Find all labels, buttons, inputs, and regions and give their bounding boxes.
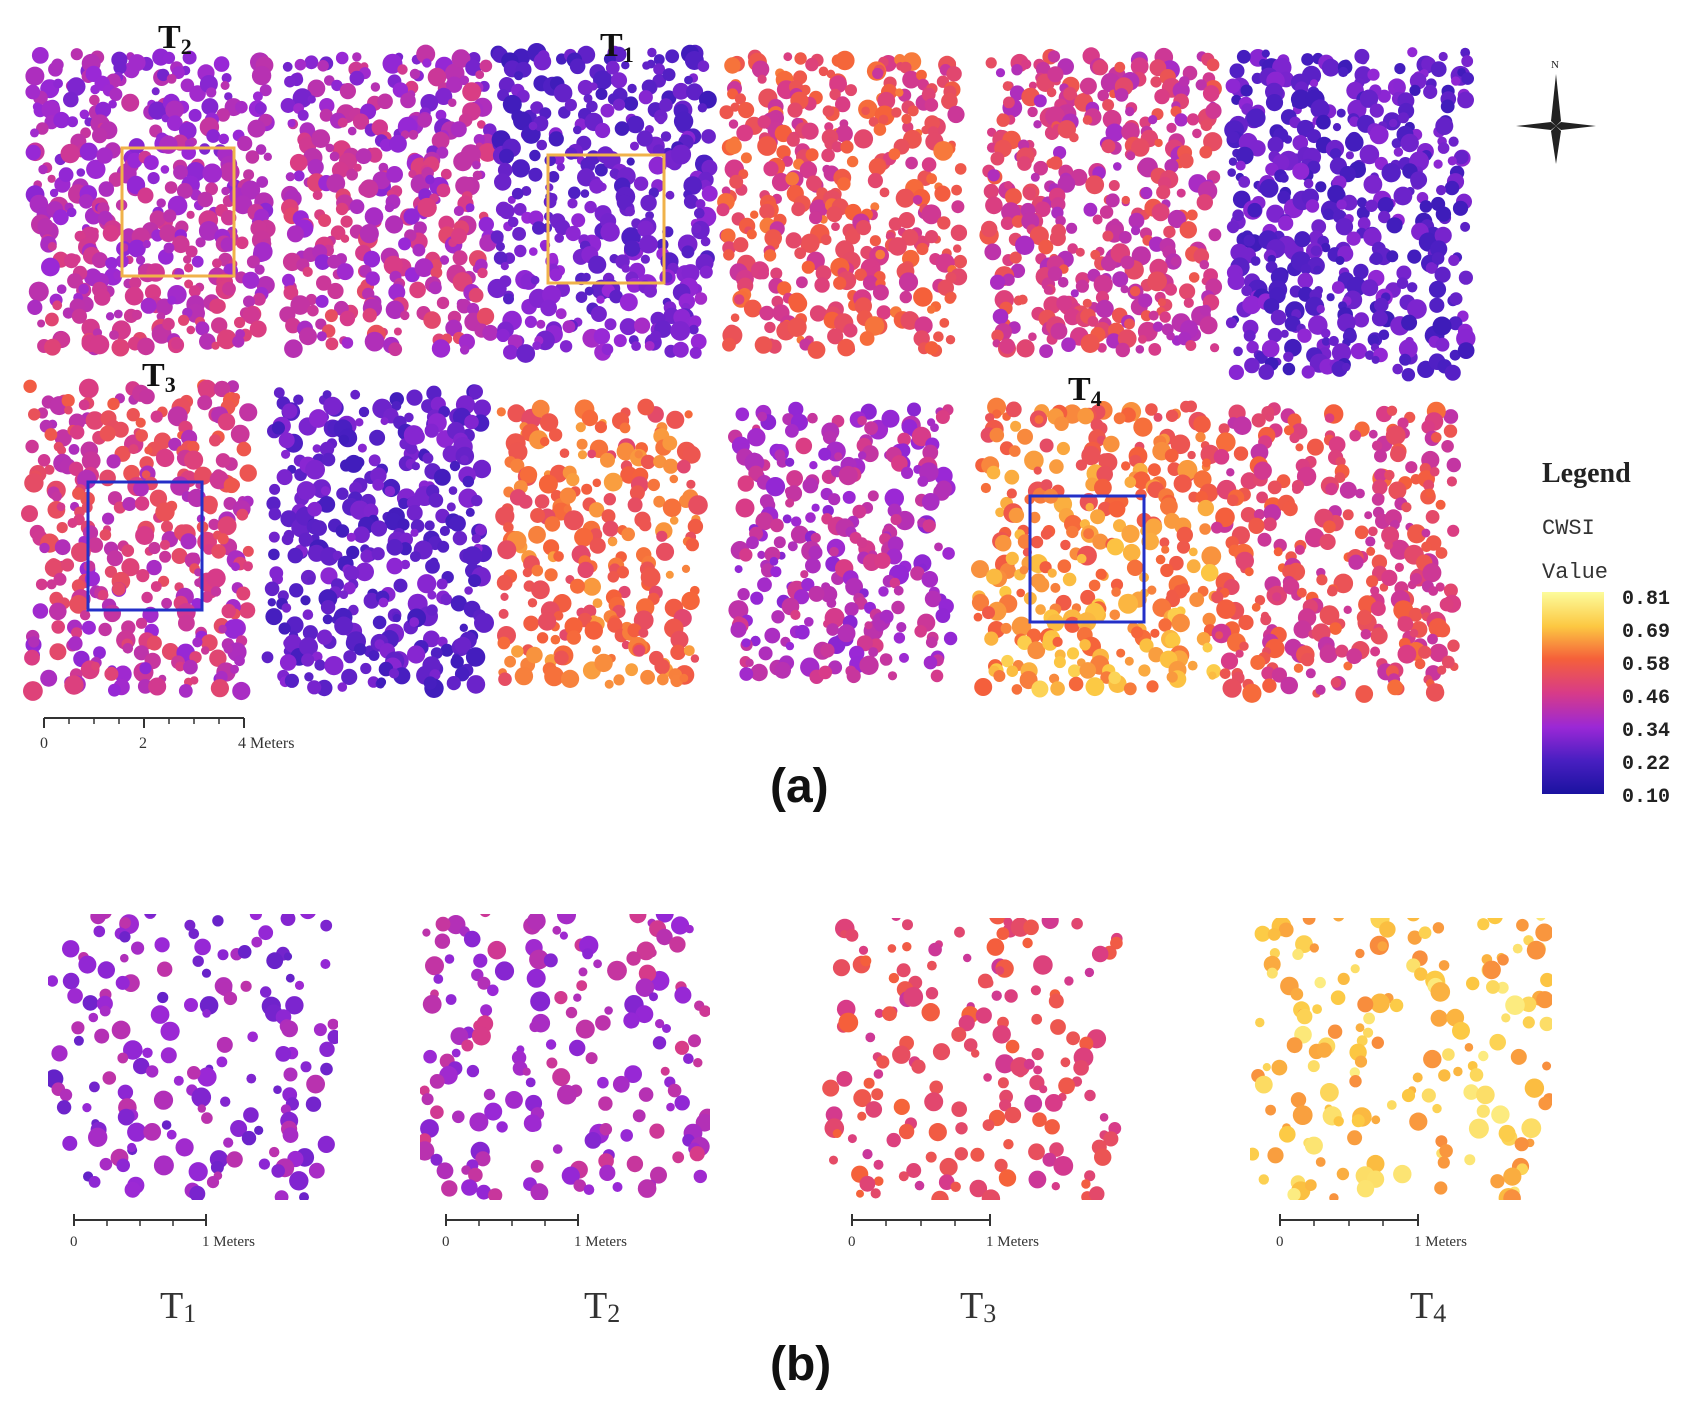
inset-map-4 <box>1250 918 1552 1200</box>
scale-bar-t4: 0 1 Meters <box>1276 1214 1467 1250</box>
scale-t3-start: 0 <box>848 1234 856 1250</box>
scale-t2-end: 1 Meters <box>574 1234 627 1250</box>
panel-a-label: (a) <box>770 760 829 813</box>
inset-canopy <box>1250 918 1552 1200</box>
legend-tick: 0.34 <box>1622 720 1670 743</box>
frame-t1 <box>546 153 666 285</box>
north-arrow-icon: N <box>1516 59 1596 164</box>
scale-a-tick-4: 4 Meters <box>238 735 294 752</box>
canopy-block <box>279 44 499 359</box>
scale-bar-t2: 0 1 Meters <box>442 1214 627 1250</box>
legend-tick: 0.81 <box>1622 588 1670 611</box>
inset-caption-t2: T2 <box>584 1285 620 1328</box>
panel-b-insets: 0 1 Meters 0 1 Meters 0 1 Meters <box>48 914 1552 1391</box>
inset-caption-t3: T3 <box>960 1285 996 1328</box>
canopy-block <box>979 47 1223 358</box>
canopy-block <box>1211 401 1462 703</box>
frame-t2 <box>120 146 236 278</box>
canopy-block <box>1224 47 1476 382</box>
canopy-block <box>716 49 968 359</box>
legend: Legend CWSI Value 0.81 0.69 0.58 0.46 0.… <box>1542 458 1670 809</box>
legend-tick: 0.69 <box>1622 621 1670 644</box>
plot-label-t3: T3 <box>142 357 176 397</box>
scale-bar-t3: 0 1 Meters <box>848 1214 1039 1250</box>
inset-canopy <box>420 914 710 1200</box>
panel-b-label: (b) <box>770 1338 831 1391</box>
legend-tick-labels: 0.81 0.69 0.58 0.46 0.34 0.22 0.10 <box>1622 588 1670 809</box>
legend-tick: 0.58 <box>1622 654 1670 677</box>
frame-t4 <box>1028 494 1146 624</box>
legend-color-ramp <box>1542 592 1604 794</box>
frame-t3 <box>86 480 204 612</box>
scale-a-tick-0: 0 <box>40 735 48 752</box>
canopy-block <box>487 43 718 363</box>
scale-t4-end: 1 Meters <box>1414 1234 1467 1250</box>
legend-tick: 0.46 <box>1622 687 1670 710</box>
scale-t4-start: 0 <box>1276 1234 1284 1250</box>
legend-title: Legend <box>1542 458 1631 489</box>
legend-subtitle: Value <box>1542 560 1608 585</box>
scale-a-tick-2: 2 <box>139 735 147 752</box>
canopy-block <box>21 378 258 701</box>
plot-label-t2: T2 <box>158 19 192 59</box>
scale-t1-start: 0 <box>70 1234 78 1250</box>
scale-t1-end: 1 Meters <box>202 1234 255 1250</box>
legend-tick: 0.10 <box>1622 786 1670 809</box>
north-label: N <box>1551 59 1559 71</box>
inset-caption-t1: T1 <box>160 1285 196 1328</box>
canopy-block <box>728 401 958 684</box>
canopy-block <box>971 397 1222 698</box>
inset-canopy <box>48 914 338 1200</box>
panel-a-map: T2 T1 T3 T4 0 2 4 Meters N (a <box>21 19 1596 813</box>
inset-canopy <box>822 918 1123 1200</box>
plot-label-t4: T4 <box>1068 371 1102 411</box>
canopy-block <box>261 384 494 698</box>
scale-bar-t1: 0 1 Meters <box>70 1214 255 1250</box>
plot-label-t1: T1 <box>600 27 634 67</box>
inset-map-3 <box>822 918 1123 1200</box>
inset-caption-t4: T4 <box>1410 1285 1446 1328</box>
scale-bar-a: 0 2 4 Meters <box>40 717 294 752</box>
legend-tick: 0.22 <box>1622 753 1670 776</box>
canopy-block <box>495 398 708 689</box>
inset-map-1 <box>48 914 338 1200</box>
scale-t3-end: 1 Meters <box>986 1234 1039 1250</box>
inset-canopy-maps <box>48 914 1552 1200</box>
scale-t2-start: 0 <box>442 1234 450 1250</box>
canopy-blocks <box>21 43 1476 703</box>
canopy-block <box>25 47 276 357</box>
legend-field: CWSI <box>1542 516 1595 541</box>
inset-map-2 <box>420 914 710 1200</box>
